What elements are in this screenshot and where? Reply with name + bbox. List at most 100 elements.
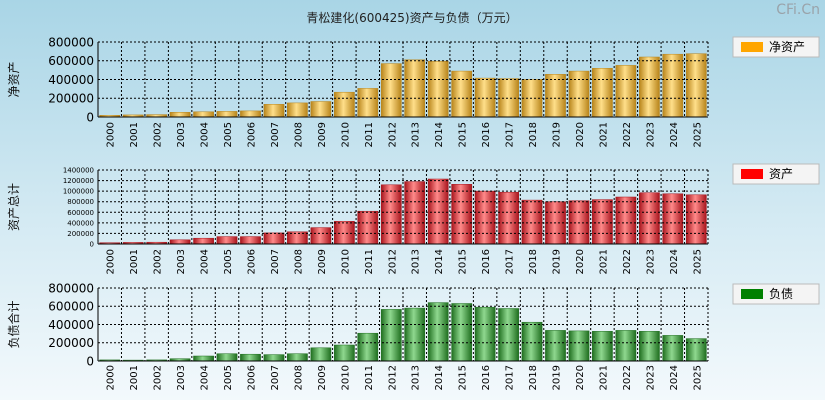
net-assets-bar-2008 bbox=[287, 102, 308, 118]
total-assets-bar-2007 bbox=[263, 232, 285, 245]
total-liabilities-bar-2005 bbox=[216, 353, 238, 362]
total-assets-bar-2017 bbox=[498, 191, 519, 245]
total-assets-legend-swatch bbox=[741, 169, 763, 179]
net-assets-bar-2022 bbox=[615, 65, 637, 118]
net-assets-bar-2009 bbox=[310, 101, 332, 118]
net-assets-bar-2013 bbox=[404, 59, 426, 118]
watermark-text: CFi.Cn bbox=[776, 2, 820, 18]
net-assets-bar-2023 bbox=[639, 56, 660, 118]
total-assets-bar-2022 bbox=[615, 196, 637, 245]
total-assets-xtick-label: 2018 bbox=[528, 249, 539, 274]
net-assets-ytick-label: 800000 bbox=[48, 35, 94, 49]
net-assets-xtick-label: 2004 bbox=[200, 122, 211, 147]
total-assets-bar-2014 bbox=[427, 178, 449, 245]
total-assets-bar-2020 bbox=[568, 200, 590, 245]
total-assets-legend-label: 资产 bbox=[769, 167, 793, 181]
total-liabilities-xtick-label: 2017 bbox=[505, 365, 516, 390]
total-liabilities-xtick-label: 2023 bbox=[645, 365, 656, 390]
total-assets-xtick-label: 2024 bbox=[669, 249, 680, 274]
total-assets-xtick-label: 2008 bbox=[293, 249, 304, 274]
total-liabilities-ylabel: 负债合计 bbox=[6, 300, 21, 348]
total-assets-xtick-label: 2019 bbox=[552, 249, 563, 274]
net-assets-xtick-label: 2000 bbox=[106, 122, 117, 147]
total-liabilities-xtick-label: 2005 bbox=[223, 365, 234, 390]
total-assets-ytick-label: 200000 bbox=[67, 230, 94, 238]
net-assets-xtick-label: 2005 bbox=[223, 122, 234, 147]
total-liabilities-xtick-label: 2013 bbox=[411, 365, 422, 390]
total-assets-xtick-label: 2010 bbox=[340, 249, 351, 274]
net-assets-xtick-label: 2015 bbox=[458, 122, 469, 147]
total-liabilities-bar-2025 bbox=[685, 338, 707, 362]
net-assets-xtick-label: 2023 bbox=[645, 122, 656, 147]
total-assets-bar-2018 bbox=[521, 199, 543, 245]
total-liabilities-bar-2024 bbox=[662, 335, 684, 362]
total-liabilities-xtick-label: 2011 bbox=[364, 365, 375, 390]
total-liabilities-xtick-label: 2009 bbox=[317, 365, 328, 390]
net-assets-bar-2012 bbox=[380, 63, 402, 118]
total-liabilities-xtick-label: 2014 bbox=[434, 365, 445, 390]
total-assets-bar-2023 bbox=[639, 192, 660, 245]
total-assets-bar-2021 bbox=[592, 199, 613, 245]
net-assets-bar-2010 bbox=[334, 91, 355, 118]
total-liabilities-bar-2011 bbox=[357, 332, 379, 362]
total-assets-xtick-label: 2001 bbox=[129, 249, 140, 274]
total-assets-bar-2004 bbox=[193, 237, 214, 245]
net-assets-xtick-label: 2022 bbox=[622, 122, 633, 147]
total-assets-bar-2016 bbox=[474, 190, 496, 245]
total-assets-legend: 资产 bbox=[732, 163, 820, 185]
total-liabilities-legend-label: 负债 bbox=[769, 287, 793, 301]
net-assets-ylabel: 净资产 bbox=[7, 61, 21, 97]
net-assets-ytick-label: 600000 bbox=[48, 54, 94, 68]
total-liabilities-legend: 负债 bbox=[732, 283, 820, 305]
total-liabilities-xtick-label: 2012 bbox=[387, 365, 398, 390]
net-assets-xtick-label: 2007 bbox=[270, 122, 281, 147]
total-assets-xtick-label: 2020 bbox=[575, 249, 586, 274]
net-assets-bar-2024 bbox=[662, 53, 684, 118]
total-liabilities-xtick-label: 2018 bbox=[528, 365, 539, 390]
total-liabilities-xtick-label: 2019 bbox=[552, 365, 563, 390]
net-assets-xtick-label: 2012 bbox=[387, 122, 398, 147]
total-assets-panel: 0 200000 400000 600000 800000 1000000 1200000 1… bbox=[7, 163, 820, 274]
total-assets-ytick-label: 600000 bbox=[67, 209, 94, 217]
total-assets-ytick-label: 800000 bbox=[67, 198, 94, 206]
total-liabilities-legend-swatch bbox=[741, 289, 763, 299]
net-assets-bar-2019 bbox=[545, 74, 566, 118]
total-assets-xtick-label: 2021 bbox=[598, 249, 609, 274]
total-liabilities-xtick-label: 2008 bbox=[293, 365, 304, 390]
total-liabilities-bar-2015 bbox=[451, 303, 473, 362]
net-assets-legend-swatch bbox=[741, 42, 763, 52]
total-liabilities-bar-2012 bbox=[380, 309, 402, 362]
total-liabilities-xtick-label: 2010 bbox=[340, 365, 351, 390]
net-assets-xtick-label: 2003 bbox=[176, 122, 187, 147]
total-assets-xtick-label: 2004 bbox=[200, 249, 211, 274]
total-liabilities-ytick-label: 600000 bbox=[48, 300, 94, 314]
total-assets-bar-2009 bbox=[310, 227, 332, 245]
total-liabilities-bar-2014 bbox=[427, 302, 449, 362]
total-liabilities-xtick-label: 2022 bbox=[622, 365, 633, 390]
net-assets-xtick-label: 2017 bbox=[505, 122, 516, 147]
total-assets-xtick-label: 2002 bbox=[153, 249, 164, 274]
total-liabilities-xtick-label: 2024 bbox=[669, 365, 680, 390]
total-liabilities-bar-2008 bbox=[287, 353, 308, 362]
total-assets-bar-2005 bbox=[216, 236, 238, 245]
total-liabilities-bar-2006 bbox=[240, 353, 261, 362]
net-assets-xtick-label: 2025 bbox=[692, 122, 703, 147]
total-liabilities-xtick-label: 2006 bbox=[247, 365, 258, 390]
net-assets-bar-2020 bbox=[568, 70, 590, 118]
total-liabilities-bar-2004 bbox=[193, 355, 214, 362]
net-assets-bar-2016 bbox=[474, 77, 496, 118]
total-assets-xtick-label: 2022 bbox=[622, 249, 633, 274]
net-assets-xtick-label: 2008 bbox=[293, 122, 304, 147]
total-liabilities-xtick-label: 2020 bbox=[575, 365, 586, 390]
total-assets-xtick-label: 2023 bbox=[645, 249, 656, 274]
total-liabilities-xtick-label: 2021 bbox=[598, 365, 609, 390]
net-assets-legend: 净资产 bbox=[732, 36, 820, 58]
net-assets-bar-2025 bbox=[685, 53, 707, 118]
total-assets-bar-2003 bbox=[169, 239, 191, 245]
total-liabilities-bar-2020 bbox=[568, 330, 590, 362]
total-liabilities-bar-2013 bbox=[404, 307, 426, 362]
total-liabilities-xtick-label: 2004 bbox=[200, 365, 211, 390]
net-assets-bar-2021 bbox=[592, 68, 613, 118]
net-assets-xtick-label: 2009 bbox=[317, 122, 328, 147]
net-assets-xtick-label: 2018 bbox=[528, 122, 539, 147]
